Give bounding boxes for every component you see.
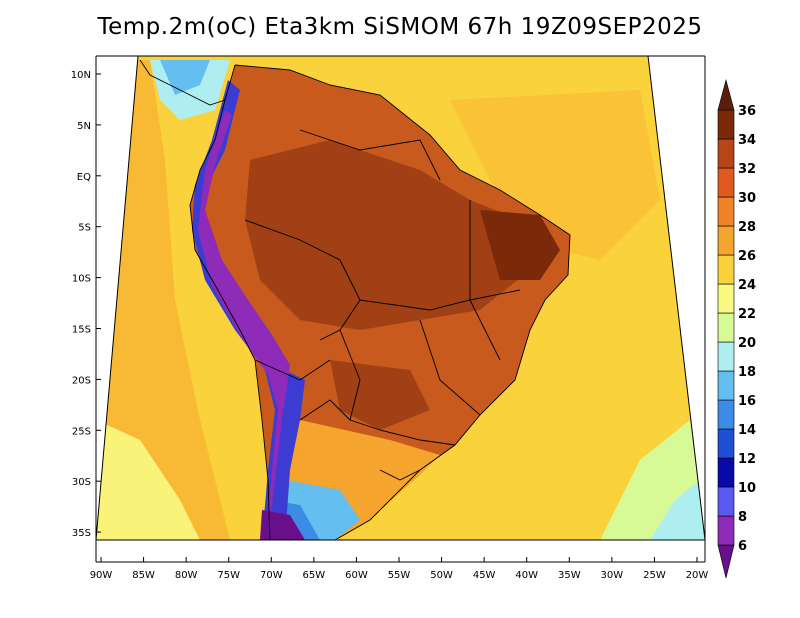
colorbar-label: 10: [738, 481, 756, 496]
colorbar-segment: [717, 370, 735, 401]
colorbar-label: 22: [738, 307, 756, 322]
lon-label: 90W: [90, 570, 113, 581]
latitude-axis: 10N 5N EQ 5S 10S 15S 20S 25S 30S 35S: [71, 70, 101, 539]
colorbar-segment: [717, 515, 735, 546]
colorbar-segment: [717, 196, 735, 227]
colorbar-segment: [717, 399, 735, 430]
colorbar-segment: [717, 312, 735, 343]
lon-label: 85W: [132, 570, 155, 581]
amazon-hot-core: [245, 140, 530, 330]
colorbar-label: 16: [738, 394, 756, 409]
lon-label: 75W: [217, 570, 240, 581]
colorbar-label: 26: [738, 249, 756, 264]
colorbar-segment: [717, 486, 735, 517]
lon-label: 35W: [558, 570, 581, 581]
lon-label: 60W: [345, 570, 368, 581]
colorbar-segment: [717, 457, 735, 488]
colorbar-segment: [717, 254, 735, 285]
atlantic-warm-patch: [450, 90, 660, 260]
colorbar-high-triangle: [717, 78, 735, 111]
lat-label: 5S: [78, 223, 91, 234]
lat-label: 35S: [72, 528, 91, 539]
lat-label: 20S: [72, 375, 91, 386]
map-field: [96, 56, 705, 540]
pacific-cool-band: [96, 60, 230, 540]
colorbar-label: 30: [738, 191, 756, 206]
lat-label: EQ: [77, 172, 91, 183]
colorbar-segment: [717, 225, 735, 256]
colorbar-segment: [717, 109, 735, 140]
colorbar-low-triangle: [717, 544, 735, 579]
lon-label: 55W: [388, 570, 411, 581]
colorbar-segment: [717, 428, 735, 459]
colorbar-label: 28: [738, 220, 756, 235]
lat-label: 30S: [72, 477, 91, 488]
andes-highest: [260, 510, 305, 540]
colorbar-segment: [717, 167, 735, 198]
lat-label: 10N: [71, 70, 91, 81]
lat-label: 10S: [72, 274, 91, 285]
pacific-edge-band: [96, 420, 200, 540]
lon-label: 45W: [473, 570, 496, 581]
colorbar-label: 32: [738, 162, 756, 177]
south-atlantic-cool-2: [650, 480, 705, 540]
lon-label: 30W: [601, 570, 624, 581]
lon-label: 65W: [303, 570, 326, 581]
central-america-outline: [139, 59, 226, 106]
longitude-axis: 90W 85W 80W 75W 70W 65W 60W 55W 50W 45W 40W 35W 30W 2…: [90, 557, 709, 581]
country-borders: [189, 64, 571, 540]
lat-label: 15S: [72, 325, 91, 336]
colorbar-label: 8: [738, 510, 747, 525]
lon-label: 20W: [686, 570, 709, 581]
center-west-hot: [330, 360, 430, 430]
colorbar-segment: [717, 138, 735, 169]
colorbar-segment: [717, 341, 735, 372]
map-title: Temp.2m(oC) Eta3km SiSMOM 67h 19Z09SEP20…: [97, 14, 703, 40]
colorbar-label: 14: [738, 423, 756, 438]
colorbar-label: 34: [738, 133, 756, 148]
colorbar-label: 6: [738, 539, 747, 554]
colorbar-label: 18: [738, 365, 756, 380]
lon-label: 25W: [643, 570, 666, 581]
lat-label: 25S: [72, 426, 91, 437]
colorbar-segment: [717, 283, 735, 314]
andes-peaks: [198, 110, 290, 540]
colorbar-label: 24: [738, 278, 756, 293]
colorbar: 6 8 10 12 14 16 18 20 22 24 26 28 30 32 34 36: [717, 78, 756, 579]
northeast-hot-core: [480, 210, 560, 280]
colorbar-label: 12: [738, 452, 756, 467]
lon-label: 70W: [260, 570, 283, 581]
lon-label: 40W: [515, 570, 538, 581]
lon-label: 80W: [175, 570, 198, 581]
colorbar-label: 20: [738, 336, 756, 351]
lon-label: 50W: [430, 570, 453, 581]
lat-label: 5N: [77, 121, 91, 132]
colorbar-label: 36: [738, 104, 756, 119]
